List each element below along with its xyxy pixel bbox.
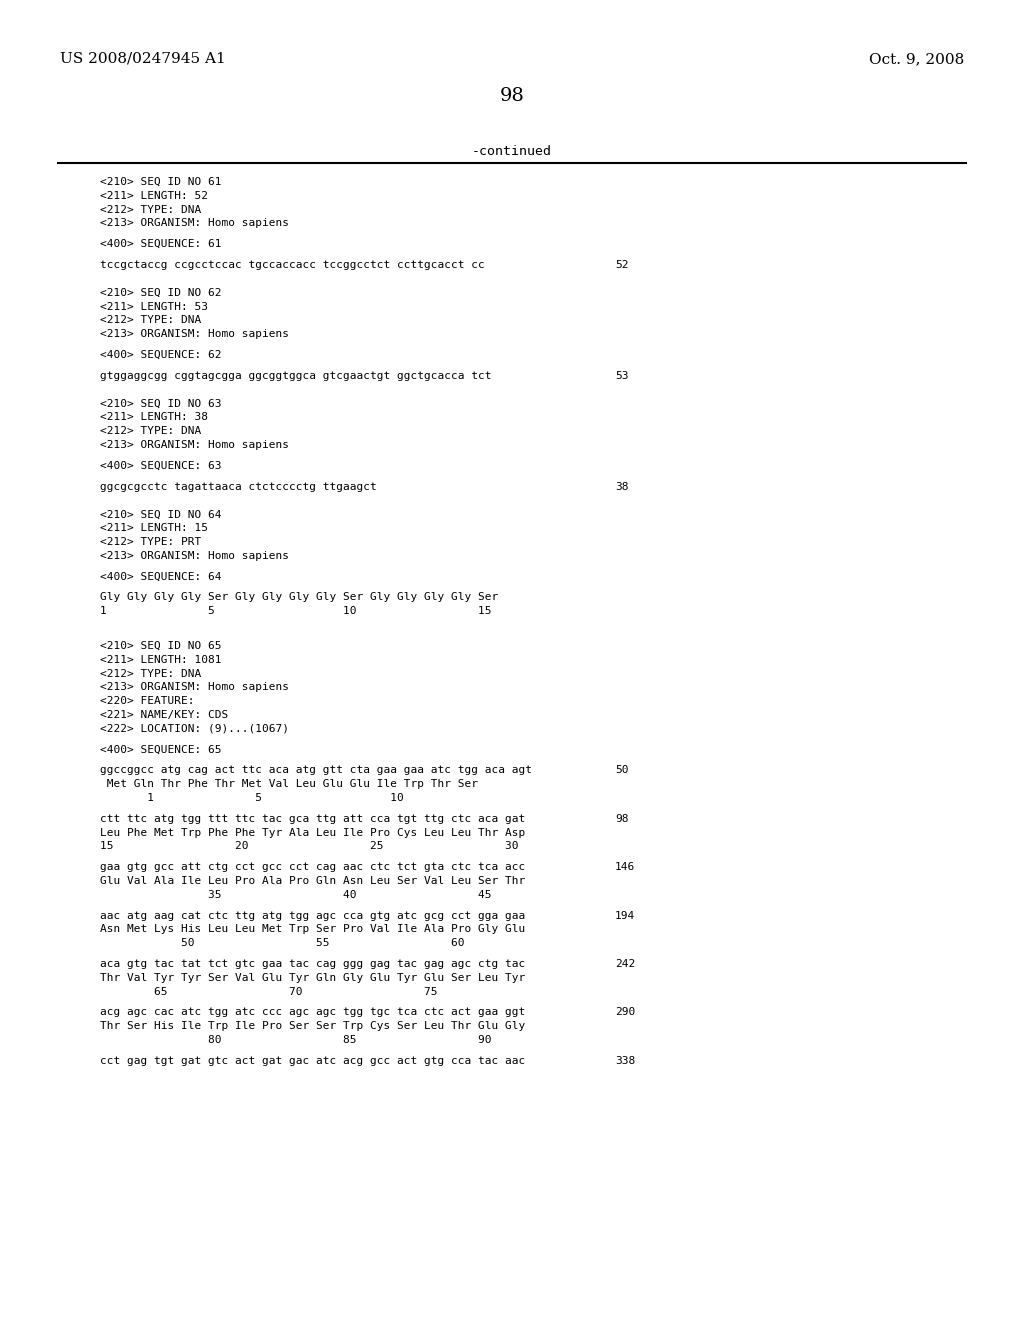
Text: <210> SEQ ID NO 61: <210> SEQ ID NO 61 (100, 177, 221, 187)
Text: gaa gtg gcc att ctg cct gcc cct cag aac ctc tct gta ctc tca acc: gaa gtg gcc att ctg cct gcc cct cag aac … (100, 862, 525, 873)
Text: ctt ttc atg tgg ttt ttc tac gca ttg att cca tgt ttg ctc aca gat: ctt ttc atg tgg ttt ttc tac gca ttg att … (100, 814, 525, 824)
Text: <212> TYPE: DNA: <212> TYPE: DNA (100, 669, 202, 678)
Text: <211> LENGTH: 15: <211> LENGTH: 15 (100, 523, 208, 533)
Text: 65                  70                  75: 65 70 75 (100, 986, 437, 997)
Text: 98: 98 (615, 814, 629, 824)
Text: Glu Val Ala Ile Leu Pro Ala Pro Gln Asn Leu Ser Val Leu Ser Thr: Glu Val Ala Ile Leu Pro Ala Pro Gln Asn … (100, 876, 525, 886)
Text: 290: 290 (615, 1007, 635, 1018)
Text: ggcgcgcctc tagattaaca ctctcccctg ttgaagct: ggcgcgcctc tagattaaca ctctcccctg ttgaagc… (100, 482, 377, 491)
Text: 98: 98 (500, 87, 524, 106)
Text: Asn Met Lys His Leu Leu Met Trp Ser Pro Val Ile Ala Pro Gly Glu: Asn Met Lys His Leu Leu Met Trp Ser Pro … (100, 924, 525, 935)
Text: <213> ORGANISM: Homo sapiens: <213> ORGANISM: Homo sapiens (100, 550, 289, 561)
Text: US 2008/0247945 A1: US 2008/0247945 A1 (60, 51, 225, 66)
Text: 1               5                   10: 1 5 10 (100, 793, 403, 803)
Text: <400> SEQUENCE: 63: <400> SEQUENCE: 63 (100, 461, 221, 471)
Text: <400> SEQUENCE: 64: <400> SEQUENCE: 64 (100, 572, 221, 582)
Text: <213> ORGANISM: Homo sapiens: <213> ORGANISM: Homo sapiens (100, 218, 289, 228)
Text: aac atg aag cat ctc ttg atg tgg agc cca gtg atc gcg cct gga gaa: aac atg aag cat ctc ttg atg tgg agc cca … (100, 911, 525, 920)
Text: 338: 338 (615, 1056, 635, 1065)
Text: <400> SEQUENCE: 62: <400> SEQUENCE: 62 (100, 350, 221, 360)
Text: Oct. 9, 2008: Oct. 9, 2008 (868, 51, 964, 66)
Text: 50: 50 (615, 766, 629, 775)
Text: ggccggcc atg cag act ttc aca atg gtt cta gaa gaa atc tgg aca agt: ggccggcc atg cag act ttc aca atg gtt cta… (100, 766, 532, 775)
Text: 146: 146 (615, 862, 635, 873)
Text: <211> LENGTH: 38: <211> LENGTH: 38 (100, 412, 208, 422)
Text: <220> FEATURE:: <220> FEATURE: (100, 696, 195, 706)
Text: <211> LENGTH: 52: <211> LENGTH: 52 (100, 191, 208, 201)
Text: Thr Val Tyr Tyr Ser Val Glu Tyr Gln Gly Glu Tyr Glu Ser Leu Tyr: Thr Val Tyr Tyr Ser Val Glu Tyr Gln Gly … (100, 973, 525, 983)
Text: <210> SEQ ID NO 65: <210> SEQ ID NO 65 (100, 642, 221, 651)
Text: 242: 242 (615, 960, 635, 969)
Text: -continued: -continued (472, 145, 552, 158)
Text: <210> SEQ ID NO 62: <210> SEQ ID NO 62 (100, 288, 221, 298)
Text: <400> SEQUENCE: 61: <400> SEQUENCE: 61 (100, 239, 221, 249)
Text: Met Gln Thr Phe Thr Met Val Leu Glu Glu Ile Trp Thr Ser: Met Gln Thr Phe Thr Met Val Leu Glu Glu … (100, 779, 478, 789)
Text: 80                  85                  90: 80 85 90 (100, 1035, 492, 1045)
Text: 194: 194 (615, 911, 635, 920)
Text: <213> ORGANISM: Homo sapiens: <213> ORGANISM: Homo sapiens (100, 440, 289, 450)
Text: <211> LENGTH: 53: <211> LENGTH: 53 (100, 301, 208, 312)
Text: acg agc cac atc tgg atc ccc agc agc tgg tgc tca ctc act gaa ggt: acg agc cac atc tgg atc ccc agc agc tgg … (100, 1007, 525, 1018)
Text: 35                  40                  45: 35 40 45 (100, 890, 492, 900)
Text: <400> SEQUENCE: 65: <400> SEQUENCE: 65 (100, 744, 221, 755)
Text: 53: 53 (615, 371, 629, 380)
Text: <212> TYPE: DNA: <212> TYPE: DNA (100, 315, 202, 326)
Text: <222> LOCATION: (9)...(1067): <222> LOCATION: (9)...(1067) (100, 723, 289, 734)
Text: 52: 52 (615, 260, 629, 271)
Text: Gly Gly Gly Gly Ser Gly Gly Gly Gly Ser Gly Gly Gly Gly Ser: Gly Gly Gly Gly Ser Gly Gly Gly Gly Ser … (100, 593, 499, 602)
Text: tccgctaccg ccgcctccac tgccaccacc tccggcctct ccttgcacct cc: tccgctaccg ccgcctccac tgccaccacc tccggcc… (100, 260, 484, 271)
Text: Thr Ser His Ile Trp Ile Pro Ser Ser Trp Cys Ser Leu Thr Glu Gly: Thr Ser His Ile Trp Ile Pro Ser Ser Trp … (100, 1022, 525, 1031)
Text: <210> SEQ ID NO 64: <210> SEQ ID NO 64 (100, 510, 221, 519)
Text: <210> SEQ ID NO 63: <210> SEQ ID NO 63 (100, 399, 221, 409)
Text: cct gag tgt gat gtc act gat gac atc acg gcc act gtg cca tac aac: cct gag tgt gat gtc act gat gac atc acg … (100, 1056, 525, 1065)
Text: <211> LENGTH: 1081: <211> LENGTH: 1081 (100, 655, 221, 665)
Text: <212> TYPE: DNA: <212> TYPE: DNA (100, 426, 202, 436)
Text: aca gtg tac tat tct gtc gaa tac cag ggg gag tac gag agc ctg tac: aca gtg tac tat tct gtc gaa tac cag ggg … (100, 960, 525, 969)
Text: 15                  20                  25                  30: 15 20 25 30 (100, 841, 518, 851)
Text: <213> ORGANISM: Homo sapiens: <213> ORGANISM: Homo sapiens (100, 329, 289, 339)
Text: <213> ORGANISM: Homo sapiens: <213> ORGANISM: Homo sapiens (100, 682, 289, 693)
Text: 38: 38 (615, 482, 629, 491)
Text: <221> NAME/KEY: CDS: <221> NAME/KEY: CDS (100, 710, 228, 719)
Text: 50                  55                  60: 50 55 60 (100, 939, 465, 948)
Text: 1               5                   10                  15: 1 5 10 15 (100, 606, 492, 616)
Text: gtggaggcgg cggtagcgga ggcggtggca gtcgaactgt ggctgcacca tct: gtggaggcgg cggtagcgga ggcggtggca gtcgaac… (100, 371, 492, 380)
Text: <212> TYPE: PRT: <212> TYPE: PRT (100, 537, 202, 546)
Text: <212> TYPE: DNA: <212> TYPE: DNA (100, 205, 202, 215)
Text: Leu Phe Met Trp Phe Phe Tyr Ala Leu Ile Pro Cys Leu Leu Thr Asp: Leu Phe Met Trp Phe Phe Tyr Ala Leu Ile … (100, 828, 525, 838)
